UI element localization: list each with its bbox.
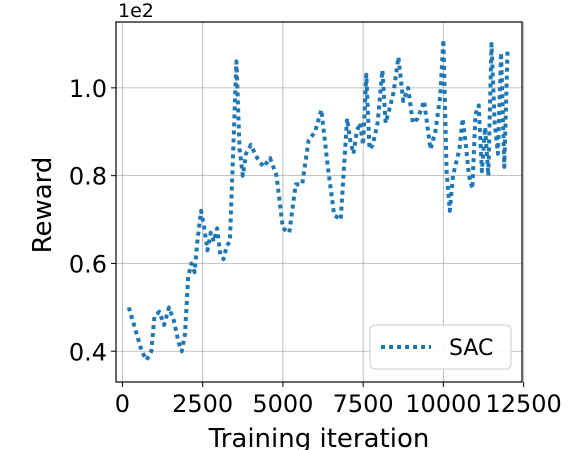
legend: SAC — [369, 324, 512, 370]
y-tick-label: 0.6 — [69, 250, 107, 278]
tick-labels: 0 2500 5000 7500 10000 12500 0.4 0.6 0.8 1.0 — [69, 75, 562, 418]
x-tick-label: 10000 — [405, 390, 481, 418]
x-axis-label: Training iteration — [208, 424, 430, 450]
legend-frame — [369, 324, 512, 370]
x-tick-label: 0 — [115, 390, 130, 418]
y-tick-label: 0.8 — [69, 163, 107, 191]
y-axis-label: Reward — [28, 157, 58, 254]
legend-label-sac: SAC — [449, 336, 493, 361]
series-line-sac — [126, 37, 510, 362]
ticks — [111, 87, 525, 387]
x-tick-label: 7500 — [333, 390, 394, 418]
y-tick-label: 1.0 — [69, 75, 107, 103]
y-offset-label: 1e2 — [118, 0, 154, 22]
y-tick-label: 0.4 — [69, 338, 107, 366]
axes-frame — [115, 21, 523, 383]
x-tick-label: 2500 — [172, 390, 233, 418]
x-tick-label: 12500 — [485, 390, 561, 418]
x-tick-label: 5000 — [252, 390, 313, 418]
series-layer — [126, 37, 510, 362]
